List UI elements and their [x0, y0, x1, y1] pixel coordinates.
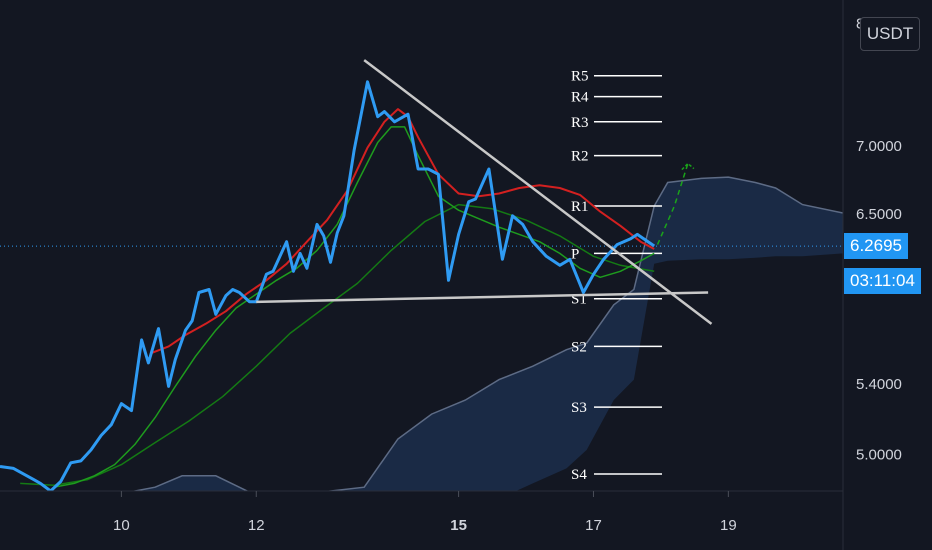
cloud-upper-edge	[131, 176, 843, 491]
red-ma-line	[151, 108, 655, 354]
dark-green-ma-line	[20, 203, 655, 487]
support-trendline[interactable]	[256, 291, 709, 304]
price-tick-label: 5.0000	[856, 447, 902, 464]
pivot-label-r2: R2	[571, 149, 589, 165]
cloud-area	[135, 177, 843, 491]
green-ma-line	[53, 126, 655, 488]
projection-arrowhead-icon	[681, 162, 695, 171]
price-line	[0, 80, 656, 491]
pivot-label-s2: S2	[571, 339, 587, 355]
pivot-label-r1: R1	[571, 199, 589, 215]
pivot-label-s4: S4	[571, 467, 587, 483]
descending-trendline[interactable]	[363, 59, 713, 325]
time-tick-label: 15	[450, 517, 467, 534]
pivot-label-p: P	[571, 246, 579, 262]
bar-countdown-badge: 03:11:04	[844, 268, 921, 294]
pivot-label-r5: R5	[571, 69, 589, 85]
time-axis[interactable]: 10 12 15 17 19	[113, 491, 737, 534]
time-tick-label: 12	[248, 517, 265, 534]
pivot-label-r3: R3	[571, 115, 589, 131]
price-tick-label: 5.4000	[856, 376, 902, 393]
price-tick-label: 6.5000	[856, 206, 902, 223]
pivot-label-r4: R4	[571, 90, 589, 106]
time-tick-label: 10	[113, 517, 130, 534]
time-tick-label: 19	[720, 517, 737, 534]
price-tick-label: 7.0000	[856, 138, 902, 155]
time-tick-label: 17	[585, 517, 602, 534]
pivot-label-s3: S3	[571, 400, 587, 416]
current-price-badge: 6.2695	[844, 233, 908, 259]
currency-button[interactable]: USDT	[860, 17, 920, 51]
